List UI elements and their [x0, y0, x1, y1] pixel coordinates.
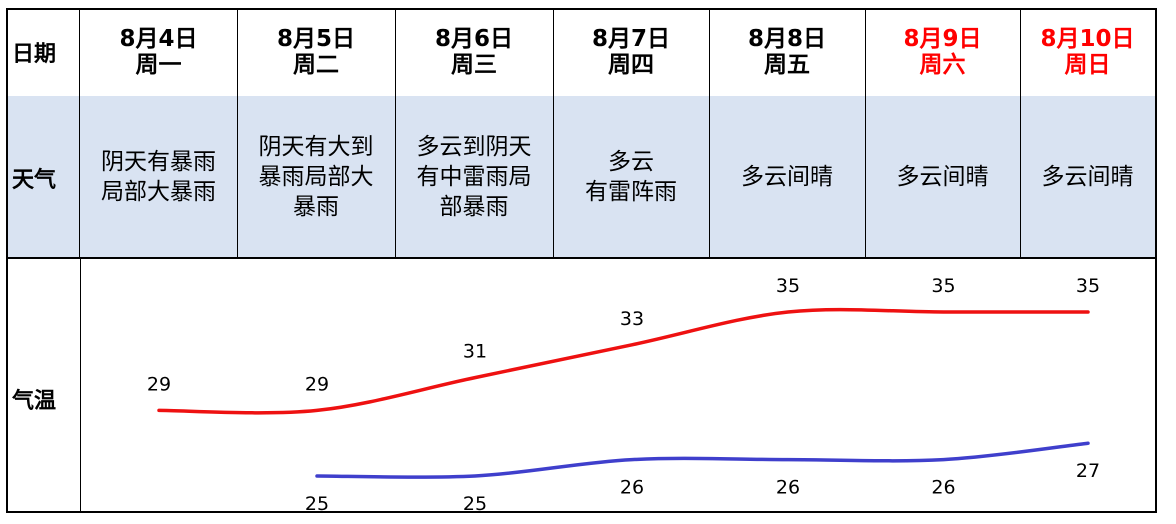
weather-description: 多云间晴: [1041, 163, 1134, 190]
date-label: 8月8日 周五: [709, 10, 865, 78]
high-temp-label: 33: [620, 308, 644, 330]
weather-description: 阴天有大到 暴雨局部大 暴雨: [258, 133, 374, 220]
date-cell: 8月6日 周三: [395, 10, 554, 96]
date-label: 8月9日 周六: [865, 10, 1020, 78]
date-cell: 8月7日 周四: [553, 10, 710, 96]
low-temp-label: 26: [931, 477, 955, 499]
high-temp-label: 35: [1076, 275, 1100, 297]
date-value: 8月5日: [276, 26, 355, 52]
low-temp-line: [315, 441, 1090, 479]
weather-description: 多云间晴: [896, 163, 989, 190]
temperature-row-label: 气温: [12, 389, 57, 414]
weekday-value: 周六: [919, 52, 966, 78]
weather-cell: 多云到阴天 有中雷雨局 部暴雨: [395, 96, 554, 257]
temperature-label-divider: [80, 257, 81, 511]
weather-description: 阴天有暴雨 局部大暴雨: [101, 148, 216, 205]
weekday-value: 周三: [451, 52, 497, 78]
temperature-row: 气温 29 29 31 33 35 35 35 25 25 26 26 26 27: [8, 257, 1155, 511]
temperature-chart: 29 29 31 33 35 35 35 25 25 26 26 26 27: [147, 275, 1100, 511]
weather-cell: 多云 有雷阵雨: [553, 96, 710, 257]
weather-row: 天气 阴天有暴雨 局部大暴雨 阴天有大到 暴雨局部大 暴雨 多云到阴天 有中雷雨局 …: [8, 96, 1155, 257]
date-cell: 8月5日 周二: [237, 10, 396, 96]
weather-cell: 多云间晴: [709, 96, 866, 257]
weather-cell: 阴天有大到 暴雨局部大 暴雨: [237, 96, 396, 257]
low-temp-label: 26: [620, 477, 644, 499]
weekday-value: 周二: [293, 52, 339, 78]
weekday-value: 周五: [764, 52, 810, 78]
date-row: 日期 8月4日 周一 8月5日 周二 8月6日 周三 8月7日 周四 8月8日 周五 8月9日 周六 8…: [8, 10, 1155, 96]
date-row-label: 日期: [12, 42, 57, 67]
weekday-value: 周四: [608, 52, 654, 78]
date-cell: 8月8日 周五: [709, 10, 866, 96]
date-value: 8月6日: [434, 26, 513, 52]
weather-description: 多云到阴天 有中雷雨局 部暴雨: [416, 133, 532, 220]
high-temp-label: 35: [776, 275, 800, 297]
low-temp-label: 25: [305, 493, 329, 511]
high-temp-label: 31: [463, 341, 487, 363]
date-value: 8月8日: [747, 26, 826, 52]
high-temp-label: 35: [931, 275, 955, 297]
divider-weather: [8, 257, 1155, 259]
low-temp-label: 27: [1076, 460, 1100, 482]
date-value: 8月10日: [1040, 26, 1135, 52]
date-value: 8月9日: [903, 26, 982, 52]
weather-description: 多云间晴: [741, 163, 833, 190]
date-value: 8月7日: [591, 26, 670, 52]
weather-row-label: 天气: [12, 168, 57, 193]
date-label: 8月10日 周日: [1020, 10, 1155, 78]
date-label: 8月6日 周三: [395, 10, 553, 78]
weather-cell: 多云间晴: [865, 96, 1021, 257]
date-cell: 8月4日 周一: [79, 10, 238, 96]
weather-cell: 多云间晴: [1020, 96, 1155, 257]
low-temp-label: 26: [776, 477, 800, 499]
date-label: 8月7日 周四: [553, 10, 709, 78]
high-temp-label: 29: [305, 373, 329, 395]
weekday-value: 周日: [1064, 52, 1111, 78]
high-temp-label: 29: [147, 373, 171, 395]
forecast-table: 日期 8月4日 周一 8月5日 周二 8月6日 周三 8月7日 周四 8月8日 周五 8月9日 周六 8…: [6, 8, 1157, 513]
high-temp-line: [157, 307, 1090, 415]
date-value: 8月4日: [119, 26, 198, 52]
date-cell: 8月10日 周日: [1020, 10, 1155, 96]
weather-description: 多云 有雷阵雨: [585, 148, 677, 205]
weekday-value: 周一: [135, 52, 182, 78]
date-label: 8月4日 周一: [80, 10, 237, 78]
low-temp-label: 25: [463, 493, 487, 511]
date-label: 8月5日 周二: [237, 10, 395, 78]
weather-cell: 阴天有暴雨 局部大暴雨: [79, 96, 238, 257]
date-cell: 8月9日 周六: [865, 10, 1021, 96]
